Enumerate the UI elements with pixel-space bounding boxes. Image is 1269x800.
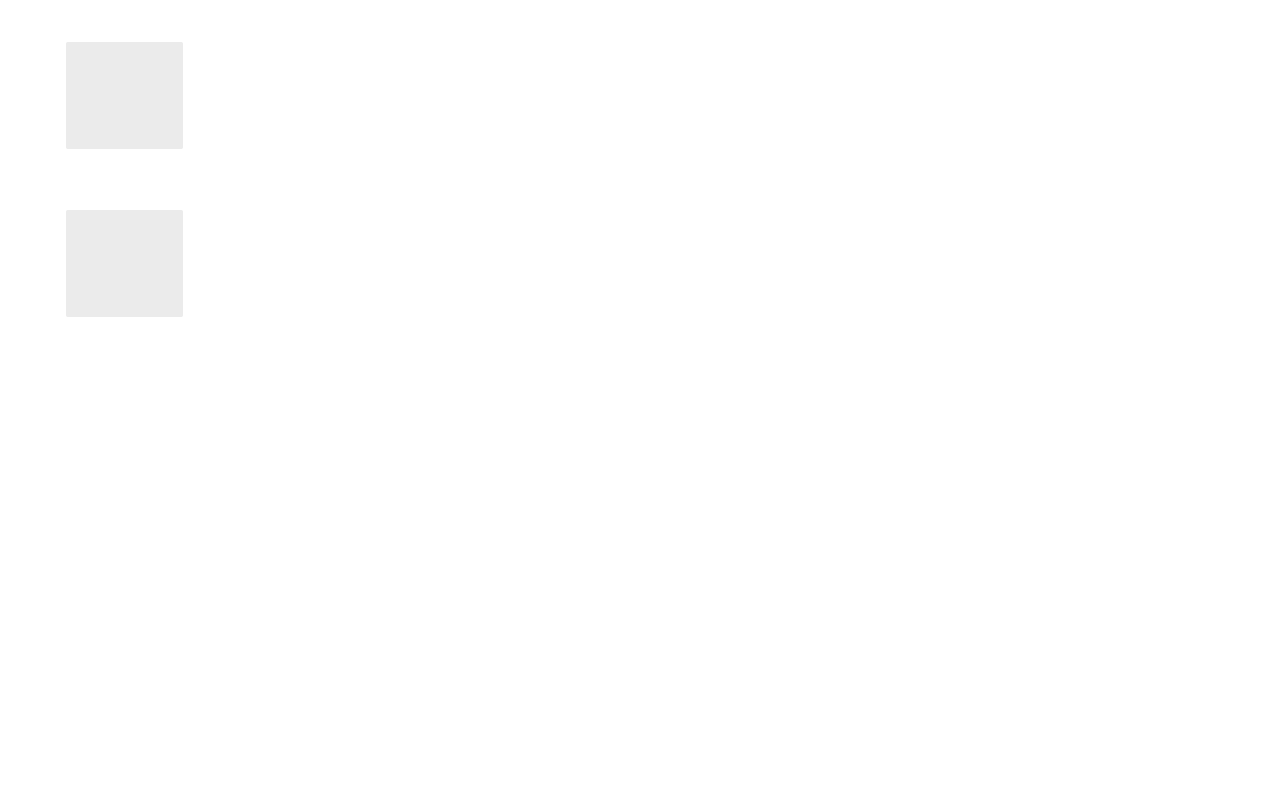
ideogram-panel <box>440 420 600 780</box>
ld-heatmap-panel <box>592 420 747 605</box>
position-scatter-panel <box>252 420 417 780</box>
manhattan-plot-jiaozuo <box>775 32 1269 200</box>
stability-bar-chart <box>597 596 745 726</box>
pie-90k-panel <box>66 42 183 149</box>
circos-plot <box>810 408 1269 800</box>
pie-660k-chart <box>66 210 183 317</box>
pie-660k-panel <box>66 210 183 317</box>
diff-660k-chart <box>258 193 708 348</box>
diff-90k-chart <box>258 30 708 185</box>
pie-90k-chart <box>66 42 183 149</box>
genetic-map-chromosome1d <box>35 418 250 788</box>
manhattan-plot-zhumadian <box>775 218 1269 386</box>
